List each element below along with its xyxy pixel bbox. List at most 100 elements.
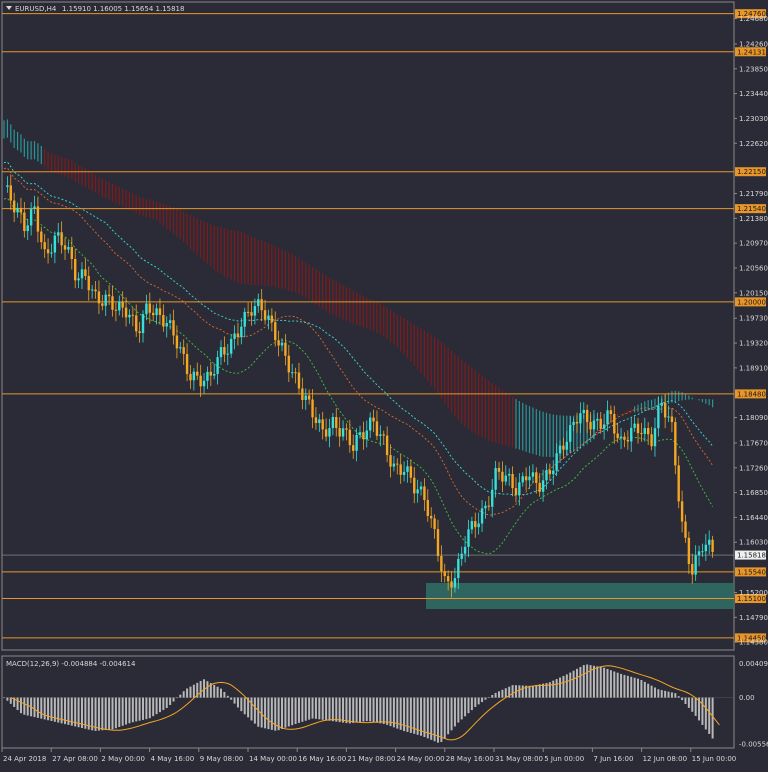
macd-histogram-bar bbox=[650, 685, 653, 698]
macd-histogram-bar bbox=[60, 697, 63, 724]
candle-body bbox=[650, 434, 653, 447]
candle-body bbox=[545, 470, 548, 481]
macd-histogram-bar bbox=[135, 697, 138, 722]
macd-histogram-bar bbox=[308, 697, 311, 720]
candle-body bbox=[6, 185, 9, 187]
macd-tick-label: -0.005568 bbox=[739, 741, 768, 749]
macd-histogram-bar bbox=[626, 675, 629, 698]
macd-histogram-bar bbox=[667, 691, 670, 698]
price-tick-label: 1.24680 bbox=[739, 15, 768, 23]
macd-histogram-bar bbox=[331, 697, 334, 722]
candle-body bbox=[585, 409, 589, 423]
candle-body bbox=[589, 422, 592, 430]
macd-histogram-bar bbox=[314, 697, 317, 719]
price-tick-label: 1.23850 bbox=[739, 65, 768, 73]
macd-histogram-bar bbox=[535, 684, 538, 698]
level-tag-label: 1.15100 bbox=[737, 595, 766, 603]
level-tag bbox=[735, 297, 766, 307]
candle-body bbox=[226, 353, 229, 355]
candle-body bbox=[304, 395, 307, 400]
candle-body bbox=[372, 417, 375, 422]
chart-menu-icon[interactable] bbox=[6, 6, 12, 10]
candle-body bbox=[687, 537, 691, 565]
price-tick-label: 1.22620 bbox=[739, 140, 768, 148]
candle-body bbox=[633, 423, 636, 428]
macd-histogram-bar bbox=[152, 697, 155, 717]
candle-body bbox=[616, 433, 619, 439]
candle-body bbox=[528, 476, 531, 481]
macd-histogram-bar bbox=[277, 697, 280, 731]
time-tick-label: 21 May 08:00 bbox=[347, 755, 395, 763]
candle-body bbox=[609, 410, 613, 415]
candle-body bbox=[324, 429, 328, 437]
price-tick-label: 1.15200 bbox=[739, 589, 768, 597]
macd-histogram-bar bbox=[335, 697, 338, 722]
candle-body bbox=[494, 467, 497, 490]
candle-body bbox=[328, 428, 331, 437]
macd-histogram-bar bbox=[687, 697, 690, 708]
candles bbox=[6, 174, 714, 598]
level-tag bbox=[735, 389, 766, 399]
candle-body bbox=[12, 200, 16, 213]
candle-body bbox=[613, 414, 616, 434]
candle-body bbox=[596, 418, 599, 421]
candle-body bbox=[341, 428, 345, 437]
macd-histogram-bar bbox=[670, 692, 673, 698]
price-tick-label: 1.20970 bbox=[739, 240, 768, 248]
support-zone bbox=[426, 583, 734, 609]
macd-signal-line bbox=[10, 665, 720, 741]
macd-histogram-bar bbox=[3, 697, 5, 699]
price-tick-label: 1.18910 bbox=[739, 364, 768, 372]
candle-body bbox=[674, 422, 677, 466]
macd-histogram-bar bbox=[359, 697, 361, 722]
candle-body bbox=[623, 436, 626, 440]
macd-histogram-bar bbox=[345, 697, 348, 724]
candle-body bbox=[426, 500, 430, 516]
level-tag-label: 1.15540 bbox=[737, 568, 766, 576]
candle-body bbox=[433, 518, 436, 530]
macd-histogram-bar bbox=[264, 697, 267, 729]
level-tag bbox=[735, 594, 766, 604]
macd-histogram-bar bbox=[447, 697, 450, 735]
candle-body bbox=[151, 312, 155, 316]
macd-histogram-bar bbox=[653, 687, 656, 698]
candle-body bbox=[636, 423, 640, 434]
candle-body bbox=[172, 320, 175, 336]
candle-body bbox=[375, 421, 379, 436]
candle-body bbox=[77, 278, 80, 281]
macd-histogram-bar bbox=[97, 697, 100, 731]
horizontal-levels[interactable]: 1.24760 1.24131 1.22150 1.21540 1.20000 1.184… bbox=[2, 9, 766, 643]
candle-body bbox=[402, 471, 406, 475]
time-tick-label: 9 May 08:00 bbox=[200, 755, 244, 763]
macd-histogram-bar bbox=[453, 697, 456, 727]
candle-body bbox=[107, 294, 111, 297]
macd-histogram-bar bbox=[674, 693, 677, 698]
macd-histogram-bar bbox=[589, 665, 592, 698]
macd-histogram-bar bbox=[443, 697, 446, 739]
candle-body bbox=[50, 252, 53, 254]
candle-body bbox=[335, 416, 338, 429]
candle-body bbox=[250, 312, 253, 316]
macd-histogram-bar bbox=[640, 680, 643, 698]
macd-histogram-bar bbox=[67, 697, 70, 725]
macd-histogram-bar bbox=[138, 697, 141, 721]
macd-histogram-bar bbox=[145, 697, 148, 720]
macd-histogram-bar bbox=[389, 697, 392, 727]
macd-histogram-bar bbox=[94, 697, 97, 731]
candle-body bbox=[453, 578, 457, 588]
macd-histogram-bar bbox=[599, 666, 602, 698]
candle-body bbox=[419, 486, 423, 490]
macd-histogram-bar bbox=[74, 697, 77, 727]
macd-histogram-bar bbox=[565, 674, 568, 698]
candle-body bbox=[630, 427, 633, 442]
candle-body bbox=[114, 309, 118, 311]
candle-body bbox=[135, 315, 138, 332]
candle-body bbox=[185, 354, 189, 375]
macd-histogram-bar bbox=[196, 682, 199, 698]
candle-body bbox=[97, 291, 101, 304]
candle-body bbox=[84, 269, 87, 277]
candle-body bbox=[348, 429, 352, 446]
macd-histogram-bar bbox=[372, 697, 375, 723]
macd-histogram-bar bbox=[647, 683, 650, 698]
